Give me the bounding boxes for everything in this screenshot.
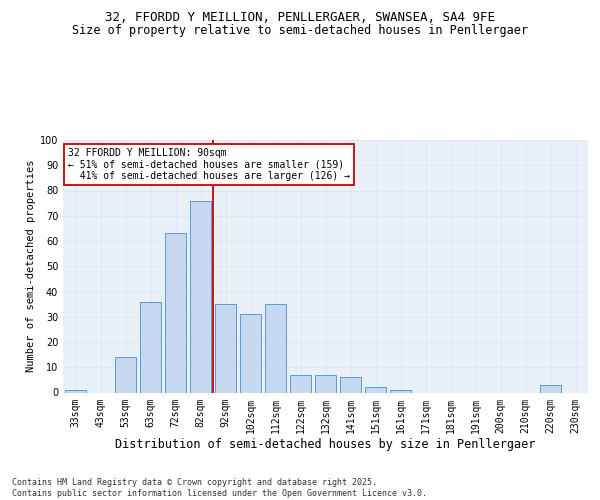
Bar xyxy=(240,314,261,392)
Text: Size of property relative to semi-detached houses in Penllergaer: Size of property relative to semi-detach… xyxy=(72,24,528,37)
Bar xyxy=(290,375,311,392)
Bar xyxy=(165,234,186,392)
Bar xyxy=(215,304,236,392)
Text: 32, FFORDD Y MEILLION, PENLLERGAER, SWANSEA, SA4 9FE: 32, FFORDD Y MEILLION, PENLLERGAER, SWAN… xyxy=(105,11,495,24)
Text: Contains HM Land Registry data © Crown copyright and database right 2025.
Contai: Contains HM Land Registry data © Crown c… xyxy=(12,478,427,498)
Bar xyxy=(190,200,211,392)
Y-axis label: Number of semi-detached properties: Number of semi-detached properties xyxy=(26,160,35,372)
Bar xyxy=(365,388,386,392)
Bar xyxy=(265,304,286,392)
Bar xyxy=(140,302,161,392)
Bar xyxy=(315,375,336,392)
X-axis label: Distribution of semi-detached houses by size in Penllergaer: Distribution of semi-detached houses by … xyxy=(115,438,536,451)
Bar xyxy=(65,390,86,392)
Bar xyxy=(540,385,561,392)
Bar xyxy=(390,390,411,392)
Text: 32 FFORDD Y MEILLION: 90sqm
← 51% of semi-detached houses are smaller (159)
  41: 32 FFORDD Y MEILLION: 90sqm ← 51% of sem… xyxy=(68,148,350,181)
Bar xyxy=(115,357,136,392)
Bar xyxy=(340,378,361,392)
